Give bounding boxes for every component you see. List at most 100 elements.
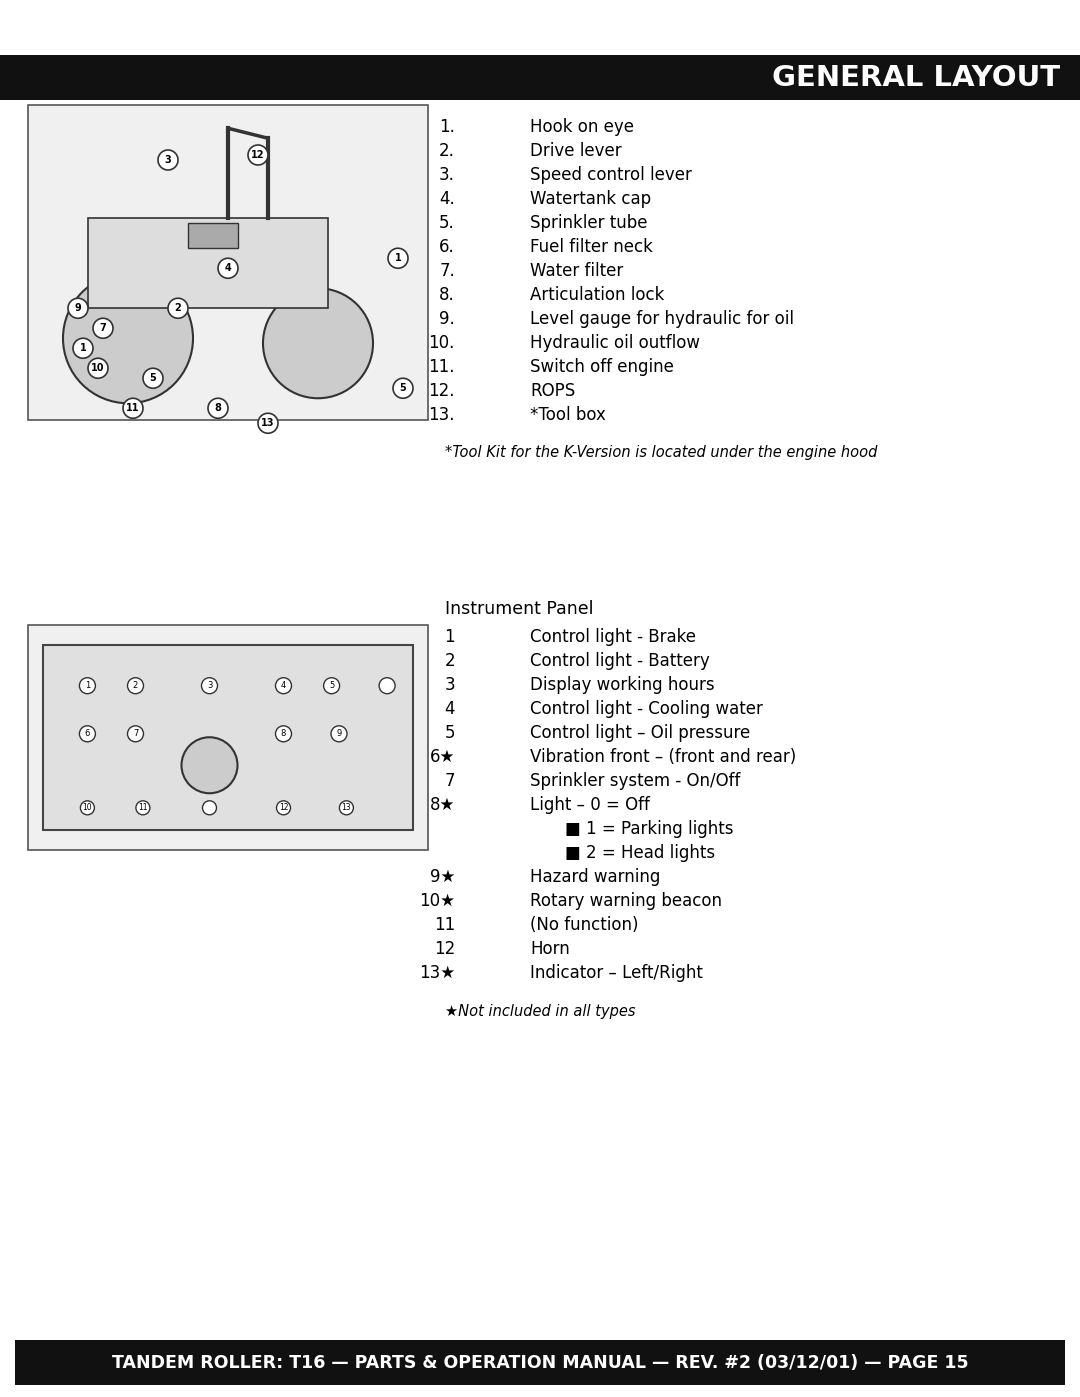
Text: 1.: 1. (440, 117, 455, 136)
Bar (87, 218, 328, 309)
Circle shape (264, 288, 373, 398)
Circle shape (339, 800, 353, 814)
Circle shape (136, 800, 150, 814)
Text: Hazard warning: Hazard warning (530, 868, 660, 886)
Circle shape (379, 678, 395, 694)
Text: Drive lever: Drive lever (530, 142, 622, 161)
Text: 12.: 12. (429, 381, 455, 400)
Text: 1: 1 (84, 682, 90, 690)
Text: Control light - Brake: Control light - Brake (530, 629, 696, 645)
Text: 4: 4 (225, 263, 231, 274)
Text: Hydraulic oil outflow: Hydraulic oil outflow (530, 334, 700, 352)
Circle shape (203, 800, 216, 814)
Circle shape (80, 800, 94, 814)
Circle shape (218, 258, 238, 278)
Text: Watertank cap: Watertank cap (530, 190, 651, 208)
Text: 3: 3 (444, 676, 455, 694)
Circle shape (143, 369, 163, 388)
Circle shape (87, 358, 108, 379)
Circle shape (248, 145, 268, 165)
Text: Sprinkler system - On/Off: Sprinkler system - On/Off (530, 773, 741, 789)
Text: Control light – Oil pressure: Control light – Oil pressure (530, 724, 751, 742)
Text: 9★: 9★ (430, 868, 455, 886)
Bar (28, 624, 428, 849)
Text: *Tool box: *Tool box (530, 407, 606, 425)
Text: 5: 5 (150, 373, 157, 383)
Text: 11: 11 (434, 916, 455, 935)
Text: Hook on eye: Hook on eye (530, 117, 634, 136)
Circle shape (127, 726, 144, 742)
Text: *Tool Kit for the K-Version is located under the engine hood: *Tool Kit for the K-Version is located u… (445, 446, 877, 460)
Text: 3: 3 (206, 682, 212, 690)
Text: GENERAL LAYOUT: GENERAL LAYOUT (772, 63, 1059, 91)
Text: 1: 1 (80, 344, 86, 353)
Text: 10.: 10. (429, 334, 455, 352)
Bar (28, 105, 428, 420)
Circle shape (276, 800, 291, 814)
Text: 12: 12 (434, 940, 455, 958)
Text: 13.: 13. (429, 407, 455, 425)
Text: 12: 12 (252, 149, 265, 161)
Text: Articulation lock: Articulation lock (530, 286, 664, 305)
Bar (15, 1340, 1065, 1384)
Text: 1: 1 (394, 253, 402, 263)
Text: Water filter: Water filter (530, 263, 623, 279)
Circle shape (80, 726, 95, 742)
Text: ★Not included in all types: ★Not included in all types (445, 1004, 635, 1018)
Text: 2: 2 (444, 652, 455, 671)
Text: Speed control lever: Speed control lever (530, 166, 692, 184)
Text: 10: 10 (82, 803, 92, 812)
Text: ■ 1 = Parking lights: ■ 1 = Parking lights (565, 820, 733, 838)
Circle shape (393, 379, 413, 398)
Circle shape (127, 678, 144, 694)
Text: 8: 8 (215, 404, 221, 414)
Text: 9.: 9. (440, 310, 455, 328)
Text: 4.: 4. (440, 190, 455, 208)
Text: 8.: 8. (440, 286, 455, 305)
Text: 8★: 8★ (430, 796, 455, 814)
Text: Rotary warning beacon: Rotary warning beacon (530, 893, 723, 909)
Text: 5: 5 (329, 682, 334, 690)
Text: 4: 4 (445, 700, 455, 718)
Text: 3: 3 (164, 155, 172, 165)
Text: 6★: 6★ (430, 747, 455, 766)
Text: Switch off engine: Switch off engine (530, 358, 674, 376)
Bar (43, 645, 413, 830)
Text: 11.: 11. (429, 358, 455, 376)
Circle shape (158, 149, 178, 170)
Circle shape (181, 738, 238, 793)
Circle shape (80, 678, 95, 694)
Text: Indicator – Left/Right: Indicator – Left/Right (530, 964, 703, 982)
Text: Level gauge for hydraulic for oil: Level gauge for hydraulic for oil (530, 310, 794, 328)
Text: 2: 2 (133, 682, 138, 690)
Text: 8: 8 (281, 729, 286, 738)
Text: Control light - Cooling water: Control light - Cooling water (530, 700, 762, 718)
Text: 1: 1 (444, 629, 455, 645)
Text: 9: 9 (336, 729, 341, 738)
Text: 11: 11 (138, 803, 148, 812)
Circle shape (123, 398, 143, 418)
Circle shape (73, 338, 93, 358)
Text: 11: 11 (126, 404, 139, 414)
Circle shape (275, 678, 292, 694)
Text: (No function): (No function) (530, 916, 638, 935)
Text: 2.: 2. (440, 142, 455, 161)
Text: 7: 7 (99, 323, 106, 334)
Circle shape (388, 249, 408, 268)
Text: 9: 9 (75, 303, 81, 313)
Text: Display working hours: Display working hours (530, 676, 715, 694)
Text: 10: 10 (91, 363, 105, 373)
Circle shape (68, 298, 87, 319)
Circle shape (275, 726, 292, 742)
Text: 6.: 6. (440, 237, 455, 256)
Circle shape (168, 298, 188, 319)
Text: ■ 2 = Head lights: ■ 2 = Head lights (565, 844, 715, 862)
Text: 10★: 10★ (419, 893, 455, 909)
Text: 12: 12 (279, 803, 288, 812)
Text: 2: 2 (175, 303, 181, 313)
Text: 4: 4 (281, 682, 286, 690)
Text: Instrument Panel: Instrument Panel (445, 599, 594, 617)
Text: 3.: 3. (440, 166, 455, 184)
Text: 13: 13 (261, 418, 274, 429)
Text: 13★: 13★ (419, 964, 455, 982)
